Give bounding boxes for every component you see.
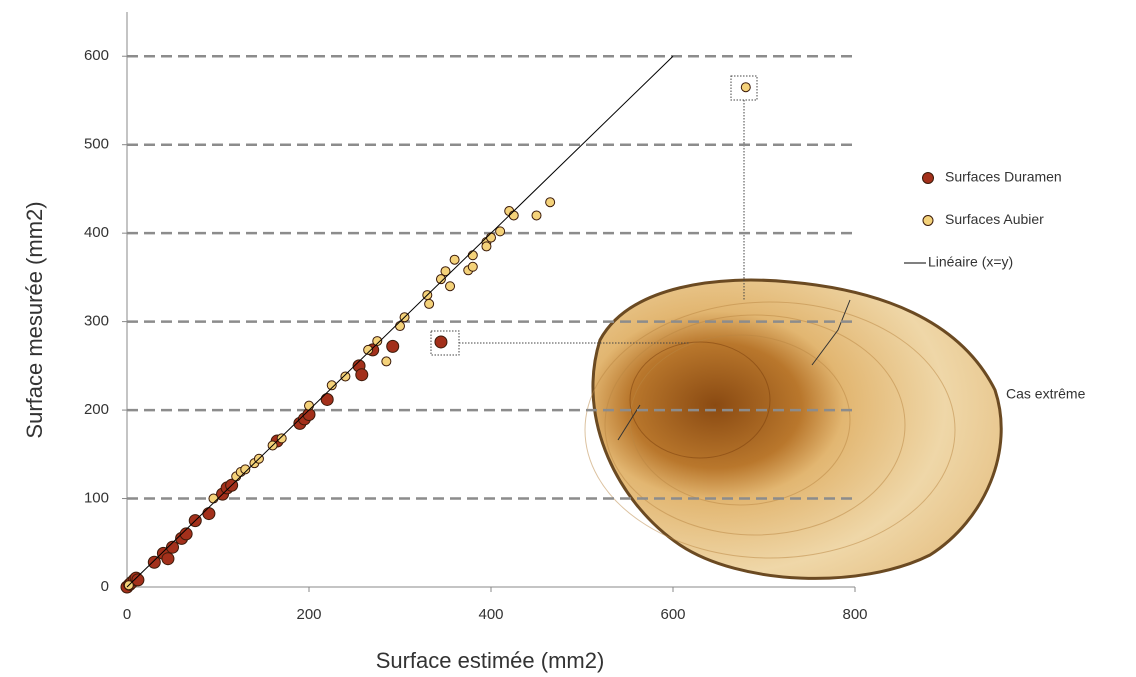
point [363,344,374,355]
legend-label: Surfaces Duramen [945,169,1062,185]
legend-label: Surfaces Aubier [945,211,1044,227]
point [467,250,478,261]
point [545,197,556,208]
y-tick-label: 200 [84,401,109,418]
legend-marker [922,215,934,226]
point [355,368,369,382]
x-tick-label: 600 [660,606,685,623]
point [449,254,460,265]
y-tick-label: 600 [84,47,109,64]
y-tick-label: 500 [84,136,109,153]
point [208,493,219,504]
point [276,433,287,444]
point [508,210,519,221]
point [326,380,337,391]
point [531,210,542,221]
point [161,552,175,566]
point [495,226,506,237]
point [240,464,251,475]
wood-photo [584,278,1003,580]
point [467,261,478,272]
x-tick-label: 800 [842,606,867,623]
y-axis-label: Surface mesurée (mm2) [22,201,47,438]
point [424,298,435,309]
point [740,82,751,93]
point [486,232,496,243]
y-tick-label: 300 [84,313,109,330]
y-tick-label: 100 [84,490,109,507]
point [179,527,193,541]
point [166,540,179,554]
point [445,281,456,292]
point [147,555,161,569]
reference-line [126,55,674,588]
point [435,274,446,285]
point [304,400,314,411]
point [434,335,448,349]
y-tick-label: 400 [84,224,109,241]
point [372,336,383,347]
y-tick-label: 0 [101,578,109,595]
point [386,339,400,353]
point [481,241,492,252]
point [395,321,405,332]
x-tick-label: 0 [123,606,131,623]
highlight [430,75,758,356]
legend-label: Linéaire (x=y) [928,254,1013,270]
point [320,392,334,406]
x-tick-label: 400 [478,606,503,623]
annotation: Cas extrême [1006,386,1086,402]
x-axis-label: Surface estimée (mm2) [376,648,605,673]
point [202,507,216,521]
x-tick-label: 200 [296,606,321,623]
point [381,356,392,367]
legend-marker [922,172,934,184]
point [440,266,451,277]
point [340,371,351,382]
point [131,573,145,587]
